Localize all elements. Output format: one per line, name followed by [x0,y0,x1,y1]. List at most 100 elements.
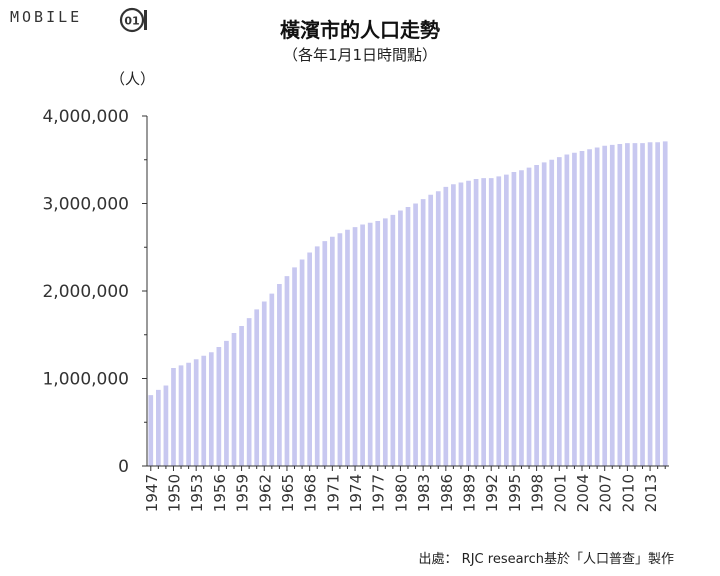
bar-1976 [367,222,373,466]
bar-2001 [556,157,562,467]
bar-1952 [186,362,191,466]
bar-1968 [307,252,312,466]
y-tick-label: 4,000,000 [42,107,129,127]
bar-1951 [178,365,184,467]
bar-1994 [504,174,509,467]
bar-2006 [594,147,600,466]
x-tick-label: 1995 [506,474,524,512]
x-tick-label: 1947 [143,474,161,512]
y-tick-label: 3,000,000 [42,195,129,215]
bar-1992 [488,178,494,467]
bar-1960 [246,318,252,467]
bar-1964 [277,284,282,466]
bar-1965 [284,276,290,467]
bar-1986 [443,186,449,467]
bar-2011 [632,143,638,467]
bar-1989 [466,180,471,466]
x-tick-label: 1950 [166,474,184,512]
bar-1983 [420,199,426,467]
bar-1977 [375,221,381,466]
bar-1953 [193,359,199,466]
bar-1975 [360,224,365,466]
x-tick-label: 1977 [370,474,388,512]
bar-2008 [609,144,615,467]
bar-1959 [239,326,244,466]
bar-1963 [269,293,275,467]
bar-1984 [428,194,434,466]
bar-1966 [292,267,297,467]
x-tick-label: 1998 [529,474,547,512]
bar-1991 [481,178,486,467]
x-tick-label: 1956 [211,474,229,512]
x-tick-label: 2010 [619,474,637,512]
source-note: 出處： RJC research基於「人口普查」製作 [418,552,674,567]
bar-1955 [208,352,214,466]
bar-1947 [148,395,154,467]
mobile01-mark-icon: 01 [119,7,147,33]
logo-text: MOBILE [10,8,83,26]
x-tick-label: 1980 [392,474,410,512]
bar-2014 [655,142,660,466]
x-tick-label: 1971 [324,474,342,512]
x-tick-label: 2007 [597,474,615,512]
bar-1993 [496,176,502,467]
x-tick-label: 1974 [347,474,365,512]
bar-2012 [640,143,645,467]
bar-2003 [572,152,577,466]
bar-1949 [163,385,169,466]
bar-1954 [201,355,207,466]
y-tick-label: 1,000,000 [42,370,129,390]
bar-2005 [587,149,592,466]
chart-subtitle: （各年1月1日時間點） [282,46,438,64]
bar-1979 [390,214,396,467]
x-tick-label: 1959 [234,474,252,512]
x-tick-label: 1968 [302,474,320,512]
y-axis-label: （人） [110,70,155,88]
bar-2007 [602,145,608,466]
x-tick-label: 2013 [642,474,660,512]
x-tick-label: 1953 [188,474,206,512]
x-tick-label: 1962 [256,474,274,512]
x-tick-label: 2004 [574,474,592,512]
bar-1990 [473,179,479,466]
bar-1950 [171,368,176,466]
bar-1956 [216,347,222,466]
x-tick-label: 1992 [483,474,501,512]
bar-2013 [647,142,653,466]
bar-1958 [231,333,237,466]
bar-1995 [511,172,517,466]
bar-1999 [541,162,547,467]
x-tick-label: 1965 [279,474,297,512]
y-tick-label: 0 [118,457,129,477]
bar-2002 [564,154,570,466]
bar-1978 [382,218,388,467]
bar-2000 [549,159,555,466]
bar-1985 [435,191,441,466]
bar-1962 [261,301,267,466]
bar-1987 [451,184,456,466]
bar-1974 [352,227,358,467]
bar-1988 [458,182,464,466]
y-tick-label: 2,000,000 [42,282,129,302]
x-tick-label: 1983 [415,474,433,512]
chart-title: 橫濱市的人口走勢 [280,18,440,42]
bar-1957 [224,340,229,467]
bar-1971 [330,236,335,466]
bar-1980 [398,210,403,466]
bar-1973 [345,229,350,466]
bar-2004 [579,151,585,466]
bar-1967 [299,259,305,466]
svg-text:01: 01 [124,15,139,28]
x-tick-label: 1986 [438,474,456,512]
bar-1969 [314,246,320,466]
x-tick-label: 1989 [461,474,479,512]
x-tick-label: 2001 [551,474,569,512]
bar-2010 [625,143,630,467]
bar-1982 [413,203,418,466]
bar-1961 [254,309,260,467]
bar-1997 [526,167,532,467]
bar-2009 [617,144,623,466]
bar-1948 [156,389,161,467]
bar-1996 [519,170,524,466]
